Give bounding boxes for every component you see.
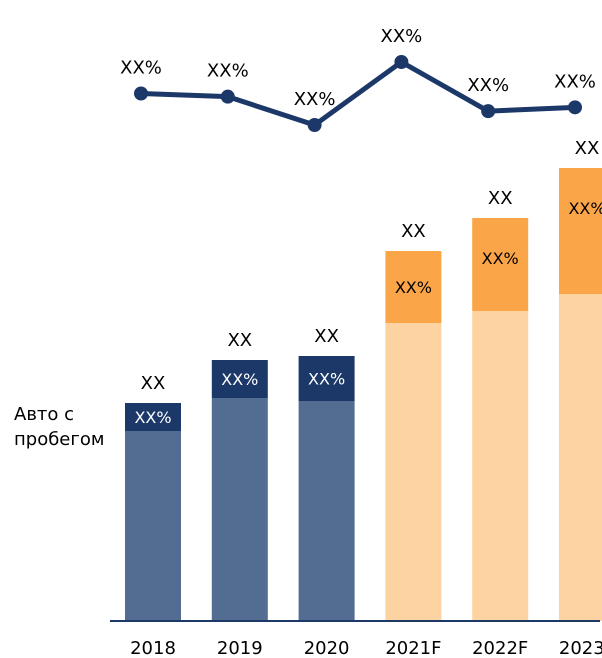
growth-label-2019: XX% bbox=[207, 61, 249, 82]
segment-label-2022F: XX% bbox=[482, 249, 519, 268]
growth-label-2018: XX% bbox=[120, 58, 162, 79]
bar-top-2023F bbox=[559, 168, 602, 294]
segment-label-2023F: XX% bbox=[568, 199, 602, 218]
bar-base-2019 bbox=[211, 398, 268, 621]
bar-base-2021F bbox=[385, 323, 442, 621]
bar-base-2020 bbox=[298, 401, 355, 621]
total-label-2021F: XX bbox=[401, 221, 426, 242]
x-tick-2019: 2019 bbox=[217, 638, 263, 658]
x-tick-2018: 2018 bbox=[130, 638, 176, 658]
growth-point-2018 bbox=[134, 86, 148, 101]
growth-point-2022F bbox=[481, 104, 496, 119]
bar-top-2019 bbox=[211, 360, 268, 398]
bar-base-2022F bbox=[472, 311, 529, 621]
growth-label-2023F: XX% bbox=[554, 71, 596, 92]
growth-point-2020 bbox=[307, 118, 322, 132]
series-label: Авто с пробегом bbox=[14, 404, 104, 450]
growth-point-2019 bbox=[220, 89, 235, 104]
bars-group: XX% XX XX% XX XX% XX XX% XX XX% XX XX% XX bbox=[125, 138, 602, 621]
segment-label-2019: XX% bbox=[221, 370, 258, 389]
growth-point-2023F bbox=[568, 100, 582, 115]
growth-line bbox=[140, 59, 576, 128]
total-label-2018: XX bbox=[141, 373, 166, 394]
total-label-2023F: XX bbox=[575, 138, 600, 159]
growth-point-2021F bbox=[394, 55, 409, 69]
series-label-line-1: Авто с bbox=[14, 404, 74, 425]
x-tick-labels: 2018 2019 2020 2021F 2022F 2023F bbox=[130, 638, 602, 658]
segment-label-2020: XX% bbox=[308, 370, 345, 389]
total-label-2020: XX bbox=[314, 326, 339, 347]
x-tick-2023F: 2023F bbox=[559, 638, 602, 658]
bar-top-2022F bbox=[472, 218, 529, 311]
x-tick-2020: 2020 bbox=[304, 638, 350, 658]
growth-label-2020: XX% bbox=[294, 89, 336, 110]
segment-label-2021F: XX% bbox=[395, 278, 432, 297]
bar-top-2021F bbox=[385, 251, 442, 323]
x-tick-2022F: 2022F bbox=[472, 638, 528, 658]
bar-top-2018 bbox=[125, 403, 181, 431]
bar-top-2020 bbox=[298, 356, 355, 401]
total-label-2019: XX bbox=[227, 330, 252, 351]
growth-line-group: XX% XX% XX% XX% XX% XX% bbox=[120, 26, 596, 132]
bar-base-2018 bbox=[125, 431, 181, 621]
bar-base-2023F bbox=[559, 294, 602, 621]
x-tick-2021F: 2021F bbox=[385, 638, 441, 658]
growth-label-2021F: XX% bbox=[381, 26, 423, 47]
total-label-2022F: XX bbox=[488, 188, 513, 209]
series-label-line-2: пробегом bbox=[14, 429, 104, 450]
growth-label-2022F: XX% bbox=[467, 75, 509, 96]
segment-label-2018: XX% bbox=[134, 408, 171, 427]
